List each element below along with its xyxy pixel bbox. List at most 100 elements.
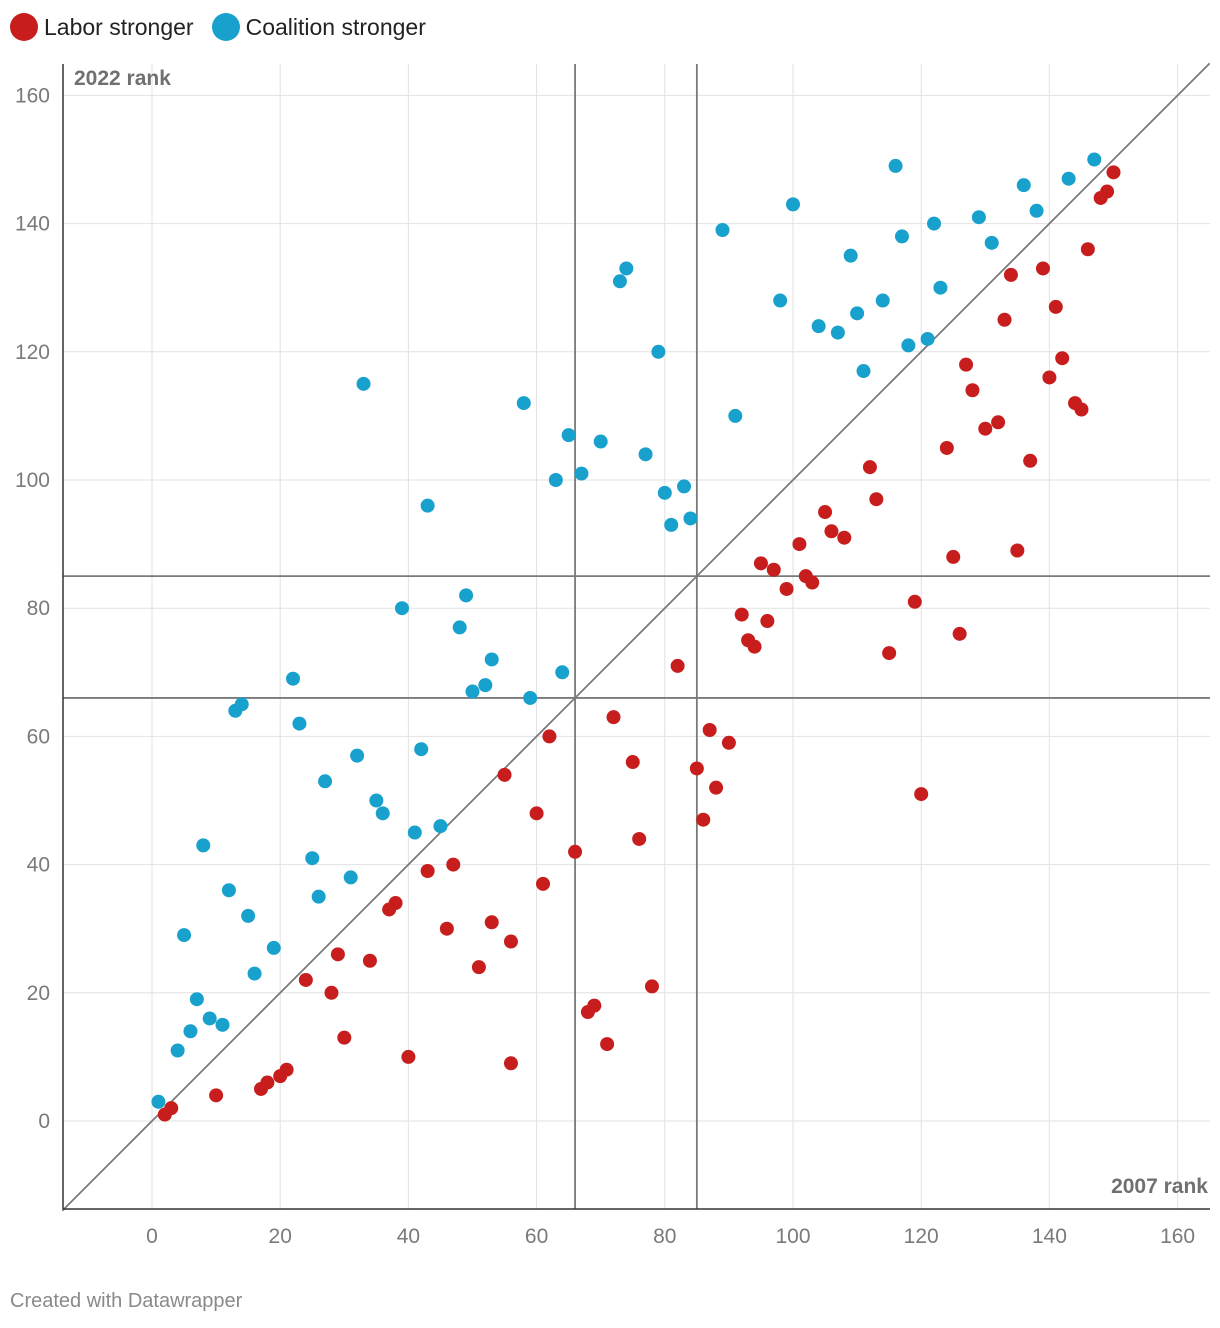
labor-point (503, 934, 518, 949)
coalition-point (459, 588, 474, 603)
labor-point (818, 505, 833, 520)
legend-label-coalition: Coalition stronger (245, 13, 426, 40)
legend-swatch-coalition (211, 13, 240, 41)
coalition-point (593, 434, 608, 449)
labor-point (965, 383, 980, 398)
legend-item-coalition[interactable]: Coalition stronger (211, 13, 426, 41)
labor-point (766, 562, 781, 577)
coalition-point (452, 620, 467, 635)
coalition-point (971, 210, 986, 225)
y-tick-label: 100 (15, 469, 50, 492)
labor-point (484, 915, 499, 930)
y-tick-label: 60 (27, 725, 50, 748)
coalition-point (875, 293, 890, 308)
coalition-point (657, 485, 672, 500)
x-tick-label: 120 (904, 1225, 939, 1248)
labor-point (625, 755, 640, 770)
x-tick-label: 20 (269, 1225, 292, 1248)
labor-point (1074, 402, 1089, 417)
footer-credit: Created with Datawrapper (10, 1290, 243, 1312)
labor-point (606, 710, 621, 725)
coalition-point (927, 216, 942, 231)
labor-point (946, 549, 961, 564)
coalition-point (478, 678, 493, 693)
x-tick-label: 60 (525, 1225, 548, 1248)
coalition-point (850, 306, 865, 321)
coalition-point (305, 851, 320, 866)
coalition-point (414, 742, 429, 757)
coalition-point (286, 671, 301, 686)
labor-point (164, 1101, 179, 1116)
legend-item-labor[interactable]: Labor stronger (10, 13, 194, 41)
y-tick-label: 20 (27, 982, 50, 1005)
labor-point (907, 594, 922, 609)
x-tick-label: 140 (1032, 1225, 1067, 1248)
tick-labels: 0 20 40 60 80 100 120 140 160 0 20 40 60 80 100 120 140 1… (15, 84, 1195, 1248)
legend-swatch-labor (10, 13, 38, 41)
labor-point (670, 658, 685, 673)
reference-lines (61, 62, 1211, 1212)
labor-point (1023, 453, 1038, 468)
coalition-point (215, 1017, 230, 1032)
labor-point (260, 1075, 275, 1090)
x-tick-label: 80 (653, 1225, 676, 1248)
labor-point (991, 415, 1006, 430)
coalition-point (984, 235, 999, 250)
coalition-point (375, 806, 390, 821)
labor-point (644, 979, 659, 994)
labor-point (536, 876, 551, 891)
y-tick-label: 80 (27, 597, 50, 620)
grid (63, 64, 1210, 1209)
coalition-point (356, 376, 371, 391)
coalition-point (811, 319, 826, 334)
labor-point (914, 787, 929, 802)
labor-point (1042, 370, 1057, 385)
labor-point (952, 626, 967, 641)
labor-point (446, 857, 461, 872)
coalition-point (773, 293, 788, 308)
labor-point (529, 806, 544, 821)
labor-point (760, 614, 775, 629)
coalition-point (901, 338, 916, 353)
labor-point (542, 729, 557, 744)
coalition-point (516, 396, 531, 411)
coalition-point (202, 1011, 217, 1026)
labor-point (1010, 543, 1025, 558)
labor-point (882, 646, 897, 661)
coalition-point (677, 479, 692, 494)
coalition-point (177, 928, 192, 943)
coalition-point (369, 793, 384, 808)
coalition-point (651, 344, 666, 359)
labor-point (939, 440, 954, 455)
labor-point (792, 537, 807, 552)
labor-point (702, 722, 717, 737)
labor-point (337, 1030, 352, 1045)
coalition-point (407, 825, 422, 840)
coalition-point (843, 248, 858, 263)
labor-point (869, 492, 884, 507)
labor-point (978, 421, 993, 436)
labor-point (209, 1088, 224, 1103)
labor-point (471, 960, 486, 975)
coalition-point (728, 408, 743, 423)
labor-point (298, 972, 313, 987)
coalition-point (183, 1024, 198, 1039)
y-tick-label: 0 (38, 1110, 50, 1133)
labor-point (503, 1056, 518, 1071)
legend: Labor stronger Coalition stronger (10, 10, 444, 44)
x-axis-title: 2007 rank (1111, 1175, 1208, 1198)
coalition-point (189, 992, 204, 1007)
labor-point (747, 639, 762, 654)
coalition-point (241, 908, 256, 923)
labor-point (362, 953, 377, 968)
coalition-point (343, 870, 358, 885)
labor-point (497, 767, 512, 782)
y-tick-label: 140 (15, 213, 50, 236)
scatter-chart: 0 20 40 60 80 100 120 140 160 0 20 40 60 80 100 120 140 1… (15, 62, 1211, 1248)
labor-point (1106, 165, 1121, 180)
labor-point (959, 357, 974, 372)
coalition-point (612, 274, 627, 289)
labor-point (587, 998, 602, 1013)
labor-point (388, 896, 403, 911)
coalition-point (394, 601, 409, 616)
